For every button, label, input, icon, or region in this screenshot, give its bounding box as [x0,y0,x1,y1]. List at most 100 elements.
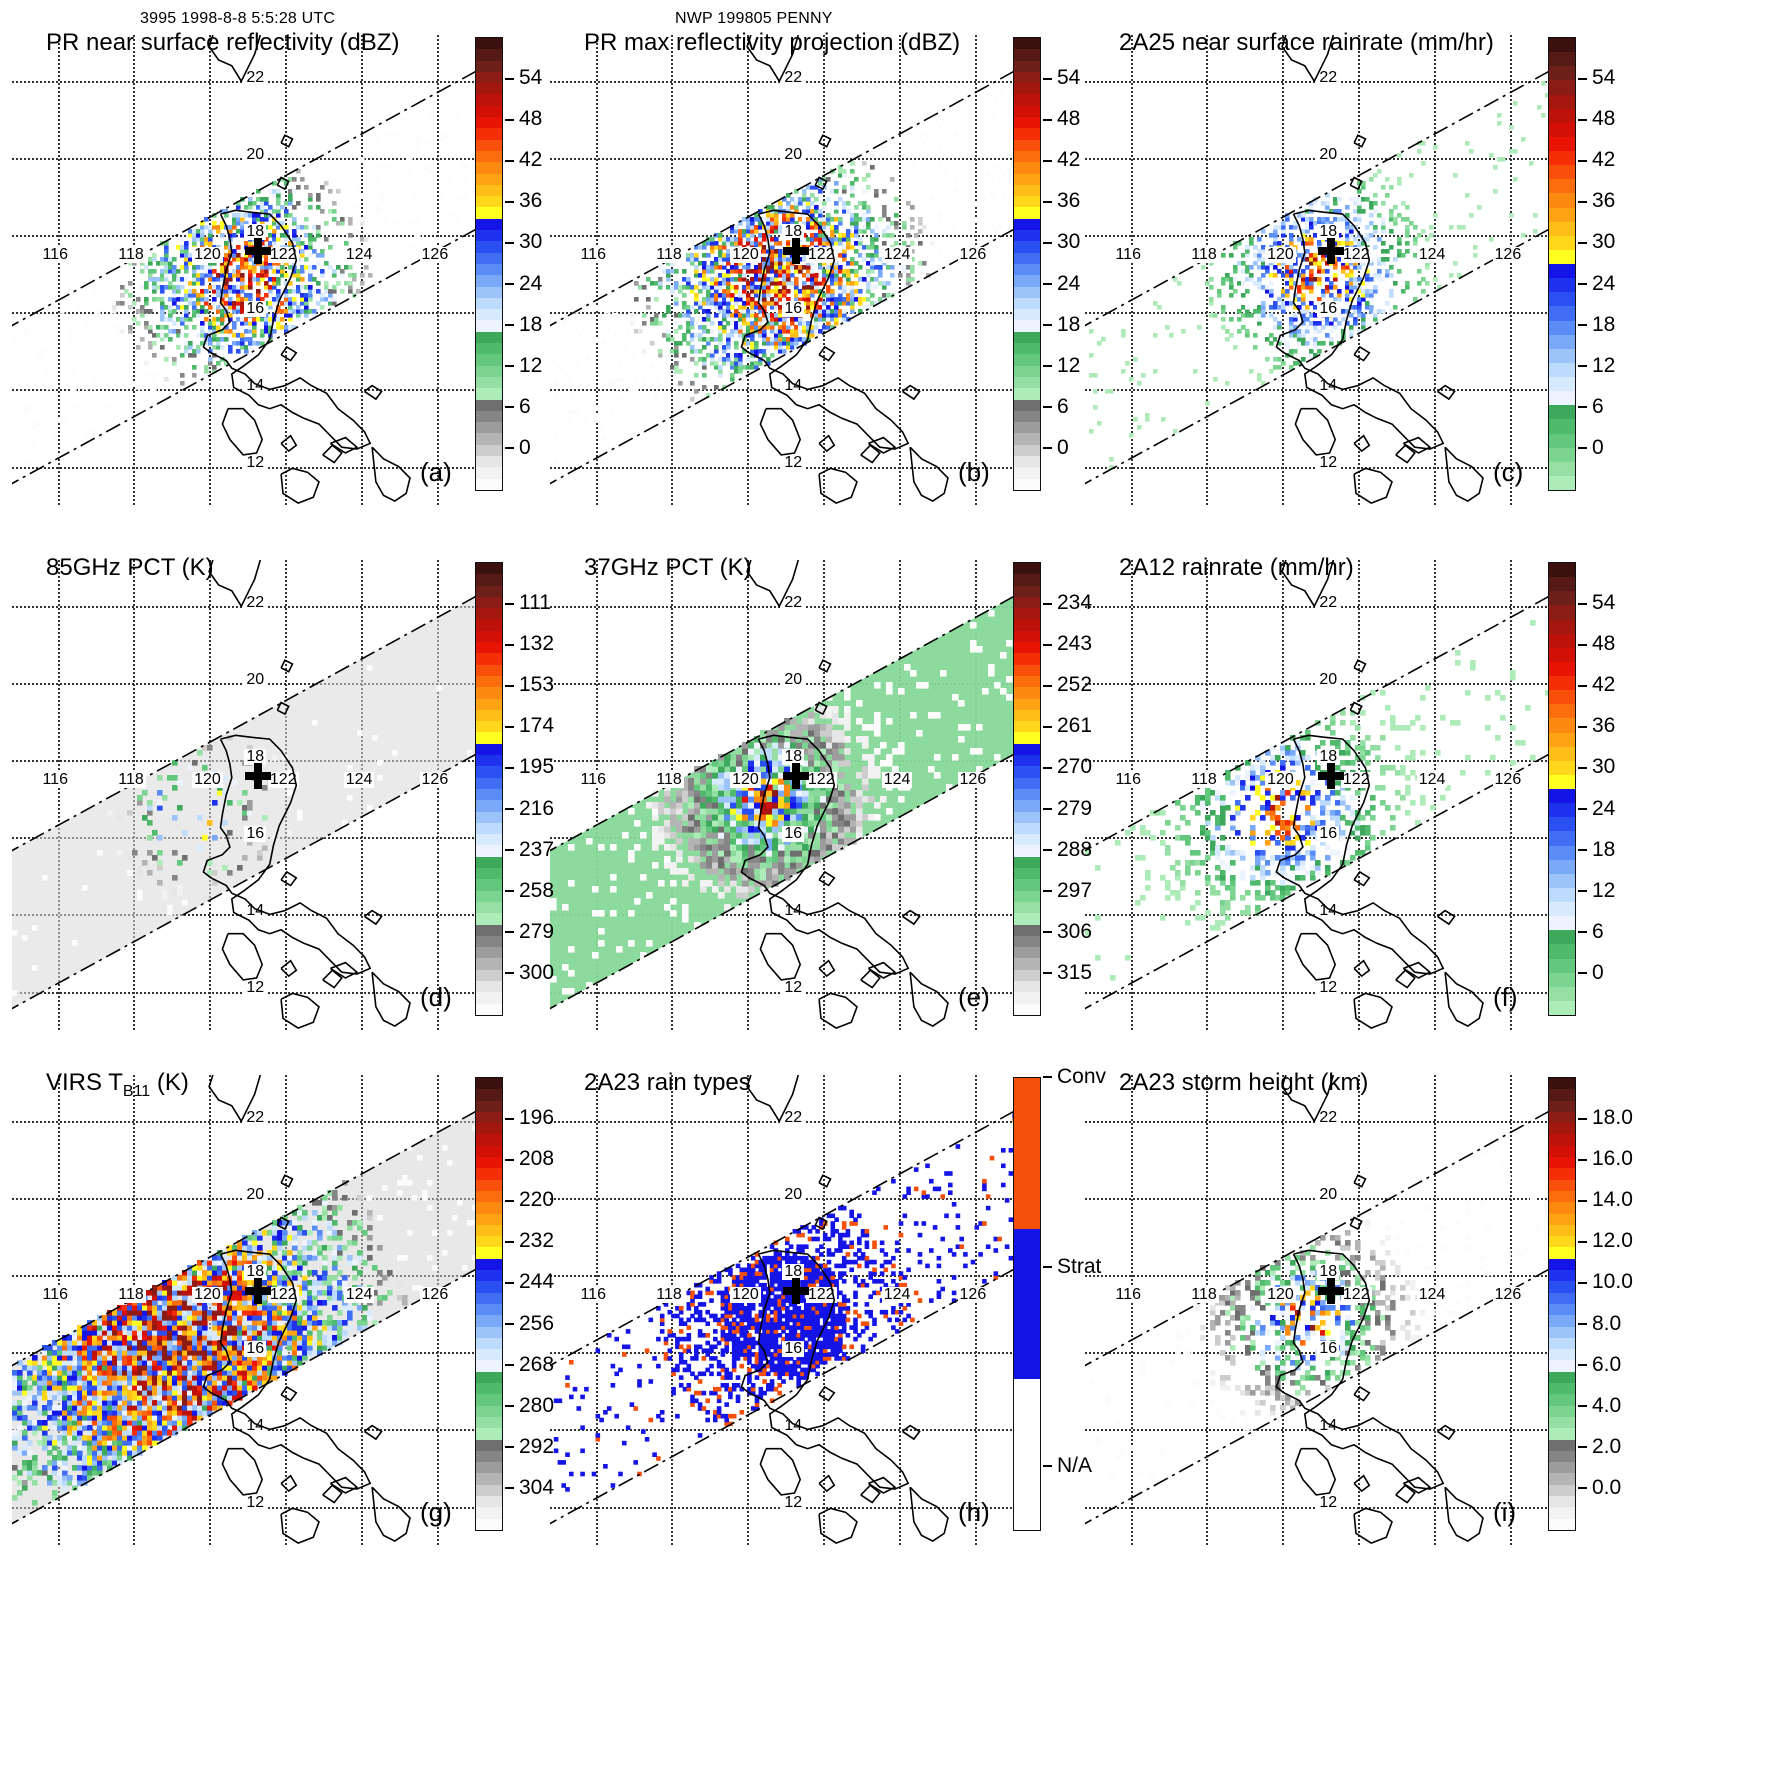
colorbar-segment [476,263,502,276]
colorbar-pct37[interactable] [1013,562,1041,1016]
grid-line-lon [284,35,287,505]
lat-tick-label: 16 [1317,1340,1340,1358]
colorbar-segment [1549,1315,1575,1327]
plot-area-e[interactable]: 116 118 120 122 124 126 22 20 18 16 14 12 [550,560,1020,1030]
colorbar-tick: 270 [1043,756,1092,777]
colorbar-tick: 24 [505,273,542,294]
colorbar-tick: 306 [1043,921,1092,942]
panel-title-h: 2A23 rain types [584,1069,751,1096]
colorbar-segment [1549,1247,1575,1259]
colorbar-segment [1549,292,1575,307]
lon-tick-label: 122 [267,245,299,263]
grid-line-lon [1130,1075,1133,1545]
plot-area-c[interactable]: 116 118 120 122 124 126 22 20 18 16 14 12 [1085,35,1555,505]
panel-a[interactable]: 116 118 120 122 124 126 22 20 18 16 14 12 PR near su… [12,29,612,505]
colorbar-segment [1549,405,1575,420]
plot-area-h[interactable]: 116 118 120 122 124 126 22 20 18 16 14 12 [550,1075,1020,1545]
colorbar-segment [1549,1123,1575,1135]
lon-tick-label: 116 [578,1285,608,1303]
grid-line-lon [595,35,598,505]
colorbar-segment [476,286,502,298]
colorbar-segment [1549,122,1575,137]
colorbar-segment [476,1326,502,1338]
lat-tick-label: 20 [782,1186,805,1204]
lon-tick-label: 116 [40,770,70,788]
colorbar-segment [1549,1495,1575,1508]
colorbar-segment [476,71,502,84]
grid-line-lon [360,35,363,505]
colorbar-segment [476,128,502,140]
colorbar-segment [1549,902,1575,917]
colorbar-segment [1014,1379,1040,1530]
colorbar-segment [476,766,502,778]
panel-i[interactable]: 116 118 120 122 124 126 22 20 18 16 14 12 2A23 storm… [1085,1069,1685,1545]
lon-tick-label: 118 [1189,245,1219,263]
panel-h[interactable]: 116 118 120 122 124 126 22 20 18 16 14 12 2A23 rain … [550,1066,1150,1545]
colorbar-segment [476,150,502,163]
panel-c[interactable]: 116 118 120 122 124 126 22 20 18 16 14 12 2A25 near … [1085,29,1685,505]
grid-line-lon [133,35,136,505]
panel-g[interactable]: 116 118 120 122 124 126 22 20 18 16 14 12 VIRS TB11 … [12,1069,612,1545]
plot-area-d[interactable]: 116 118 120 122 124 126 22 20 18 16 14 12 [12,560,482,1030]
colorbar-segment [1549,1000,1575,1015]
colorbar-tick: 48 [505,108,542,129]
colorbar-segment [1014,263,1040,276]
colorbar-segment [1014,184,1040,197]
colorbar-raintype[interactable] [1013,1077,1041,1531]
lat-tick-label: 20 [244,146,267,164]
plot-area-i[interactable]: 116 118 120 122 124 126 22 20 18 16 14 12 [1085,1075,1555,1545]
colorbar-rainrate[interactable] [1548,37,1576,491]
colorbar-tick: 279 [1043,798,1092,819]
lon-tick-label: 120 [192,770,223,788]
grid-line-lon [57,35,60,505]
colorbar-segment [476,732,502,744]
colorbar-segment [1549,1428,1575,1440]
colorbar-segment [476,653,502,665]
colorbar-segment [1014,868,1040,880]
coastline-layer [740,560,949,1029]
panel-b[interactable]: 116 118 120 122 124 126 22 20 18 16 14 12 PR max ref… [550,29,1150,505]
lat-tick-label: 12 [782,1494,805,1512]
grid-line-lon [360,1075,363,1545]
colorbar-segment [476,1078,502,1090]
coastline-layer [202,1075,411,1544]
graticule [550,560,1020,1030]
swath-edge-layer [12,67,482,485]
colorbar-segment [476,687,502,699]
colorbar-segment [1549,1190,1575,1203]
colorbar-segment [476,698,502,710]
colorbar-tb11[interactable] [475,1077,503,1531]
lon-tick-label: 124 [881,770,913,788]
colorbar-segment [1549,151,1575,166]
plot-area-g[interactable]: 116 118 120 122 124 126 22 20 18 16 14 12 [12,1075,482,1545]
panel-d[interactable]: 116 118 120 122 124 126 22 20 18 16 14 12 85GHz PCT … [12,554,612,1030]
colorbar-segment [1549,1360,1575,1372]
colorbar-segment [1014,901,1040,914]
colorbar-dbz[interactable] [475,37,503,491]
colorbar-tick: 30 [1578,231,1615,252]
panel-f[interactable]: 116 118 120 122 124 126 22 20 18 16 14 12 2A12 rainr… [1085,554,1685,1030]
colorbar-stormheight[interactable] [1548,1077,1576,1531]
colorbar-segment [1014,60,1040,72]
grid-line-lon [436,1075,439,1545]
colorbar-segment [1014,766,1040,778]
colorbar-tick: 6 [505,396,531,417]
colorbar-pct85[interactable] [475,562,503,1016]
coastline-layer [1275,560,1484,1029]
coastline-layer [740,35,949,504]
grid-line-lon [209,35,212,505]
colorbar-segment [1014,433,1040,445]
colorbar-segment [1549,774,1575,789]
colorbar-rainrate[interactable] [1548,562,1576,1016]
lon-tick-label: 122 [805,245,837,263]
colorbar-segment [1014,1003,1040,1015]
colorbar-segment [1549,760,1575,775]
panel-e[interactable]: 116 118 120 122 124 126 22 20 18 16 14 12 37GHz PCT … [550,554,1150,1030]
colorbar-tick: 18.0 [1578,1107,1633,1128]
colorbar-dbz[interactable] [1013,37,1041,491]
coastline-layer [740,1075,949,1544]
plot-area-a[interactable]: 116 118 120 122 124 126 22 20 18 16 14 12 [12,35,482,505]
plot-area-f[interactable]: 116 118 120 122 124 126 22 20 18 16 14 12 [1085,560,1555,1030]
colorbar-segment [1549,1258,1575,1271]
plot-area-b[interactable]: 116 118 120 122 124 126 22 20 18 16 14 12 [550,35,1020,505]
